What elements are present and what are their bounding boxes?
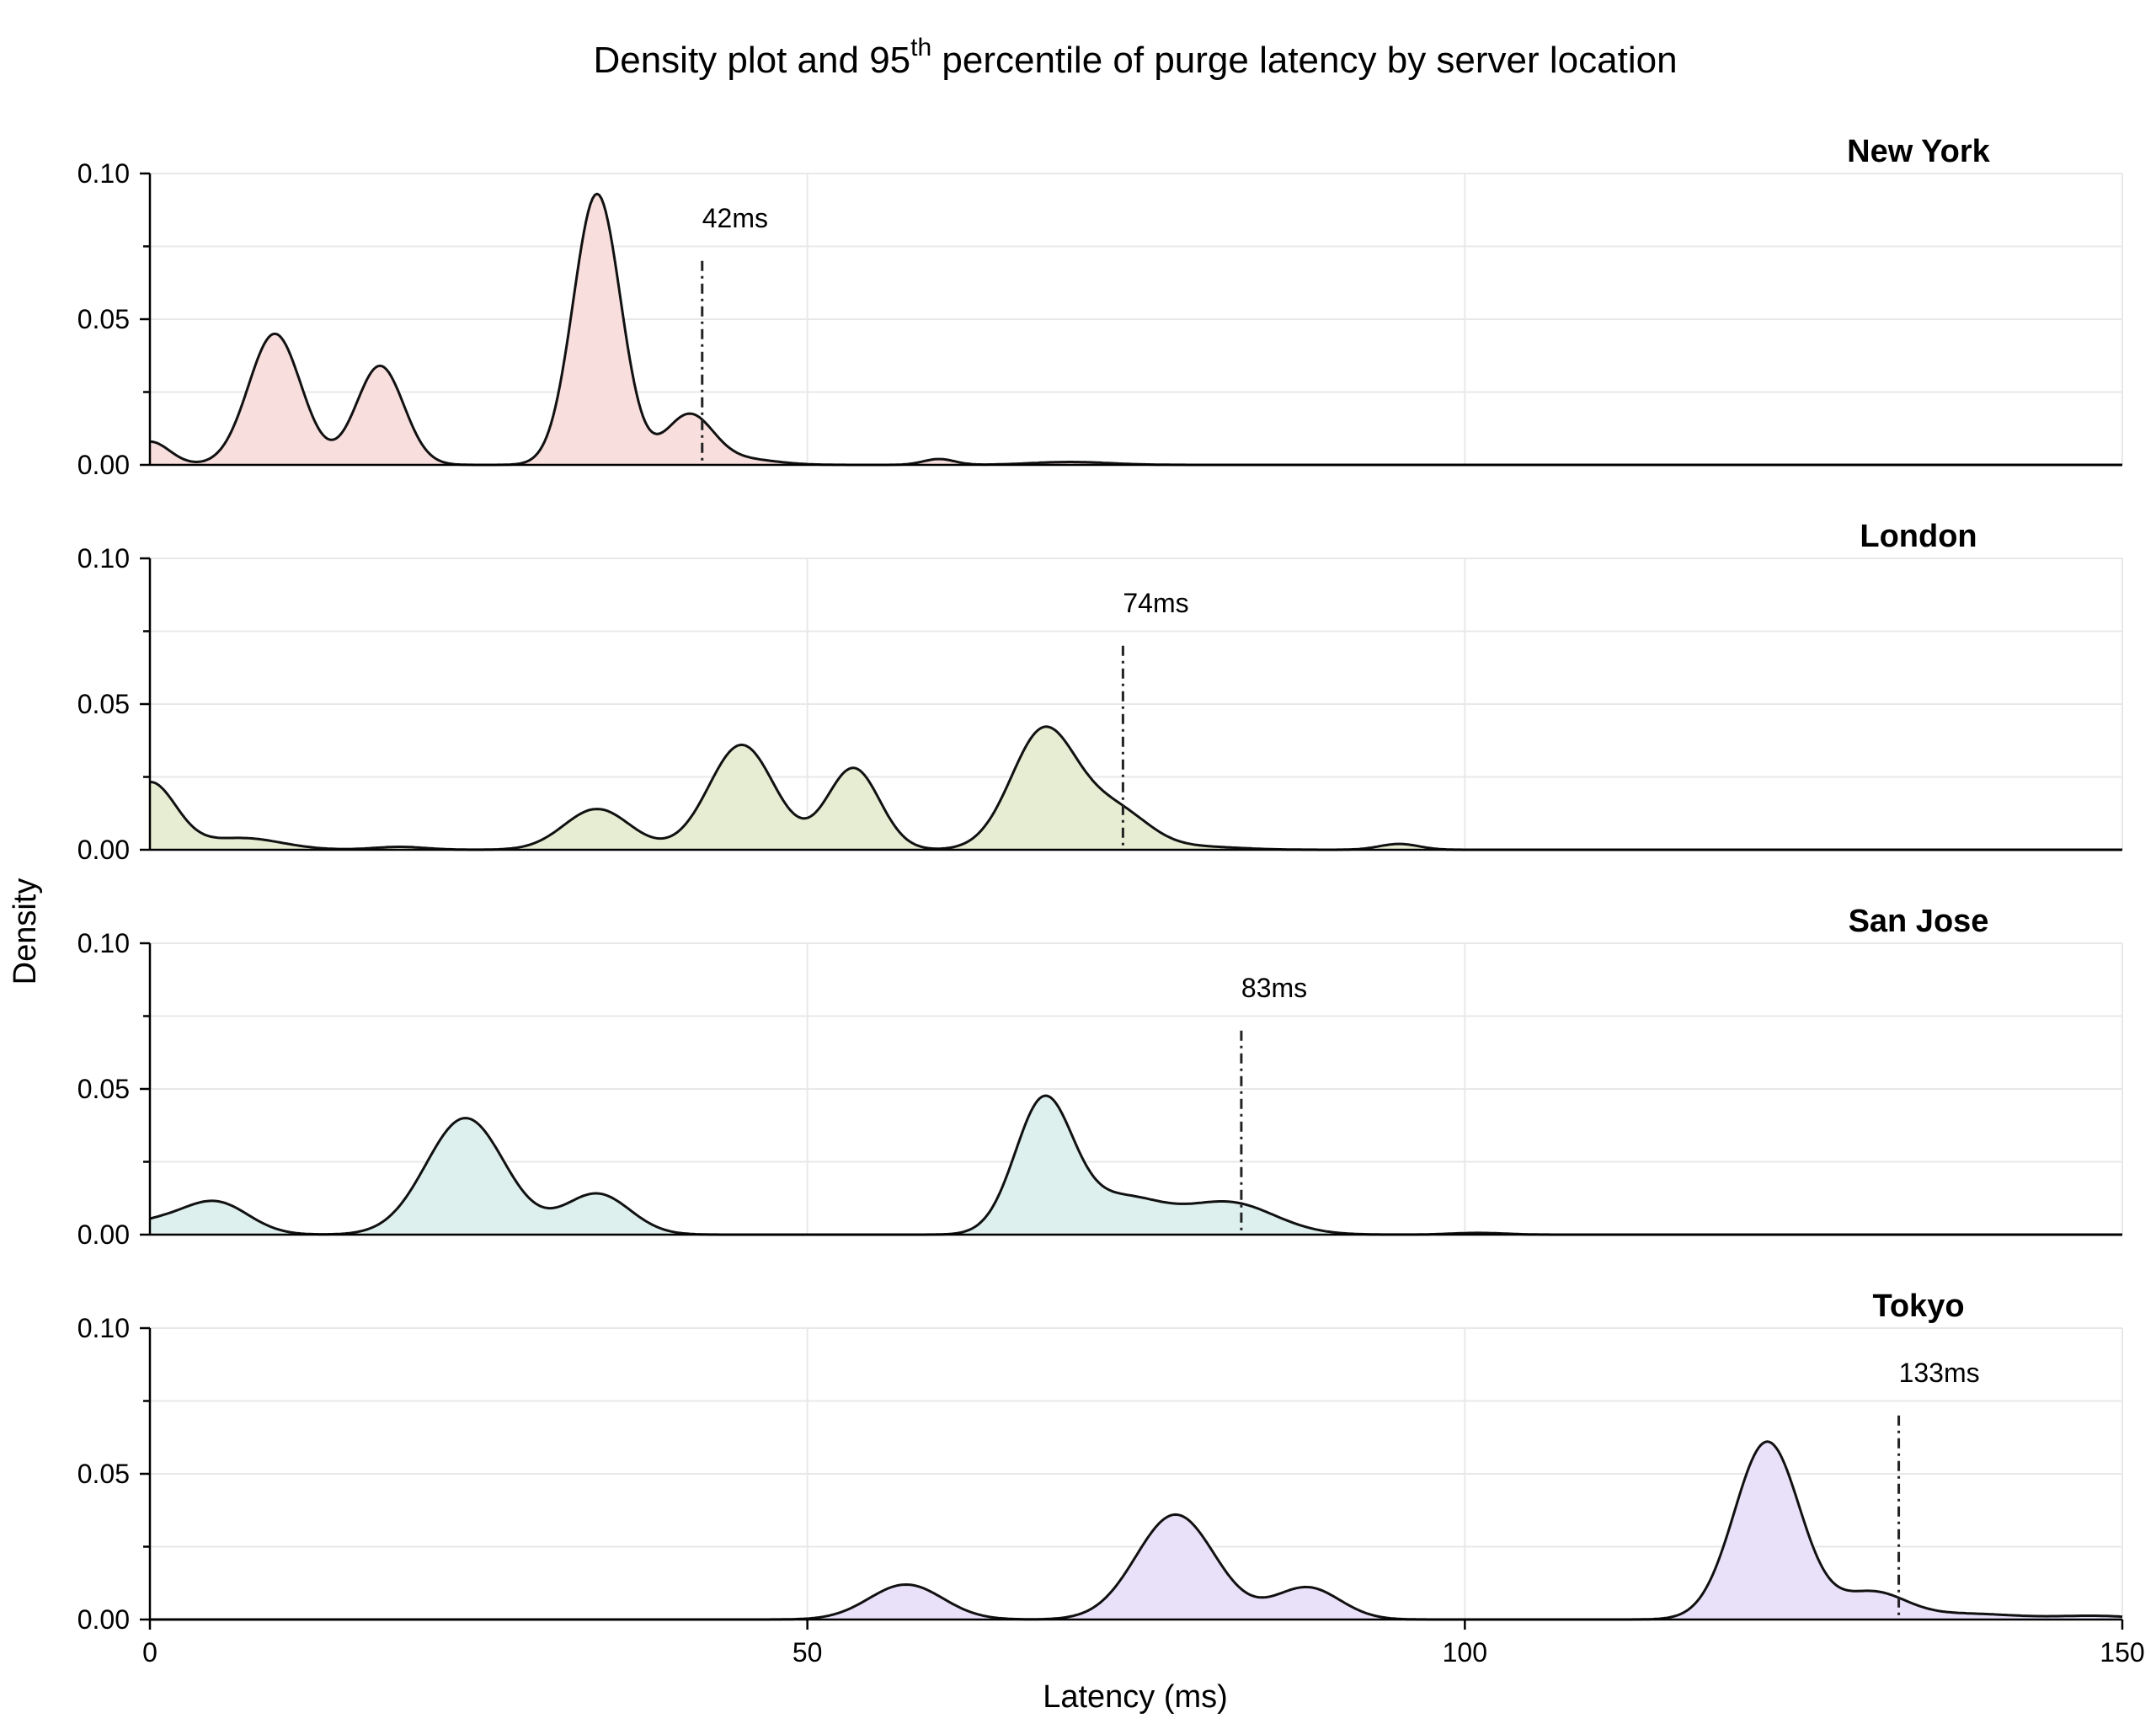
y-tick-label: 0.00 bbox=[77, 450, 130, 480]
density-panel: 0.00 0.05 0.10 London 74ms bbox=[77, 519, 2123, 865]
chart-title-rest: percentile of purge latency by server lo… bbox=[931, 40, 1677, 81]
y-tick-label: 0.05 bbox=[77, 1459, 130, 1489]
panel-title: San Jose bbox=[1849, 904, 1989, 939]
panel-title: New York bbox=[1847, 134, 1991, 169]
chart-title-main: Density plot and 95 bbox=[593, 40, 910, 81]
x-tick-label: 50 bbox=[792, 1637, 823, 1668]
y-tick-label: 0.00 bbox=[77, 1604, 130, 1635]
density-area bbox=[150, 1441, 2122, 1620]
chart-title-superscript: th bbox=[910, 34, 931, 61]
density-panel: 0.00 0.05 0.10 New York 42ms bbox=[77, 134, 2123, 480]
p95-marker-label: 42ms bbox=[702, 203, 768, 233]
y-tick-label: 0.10 bbox=[77, 928, 130, 958]
density-area bbox=[150, 1096, 2122, 1235]
y-axis-title: Density bbox=[8, 878, 43, 985]
density-area bbox=[150, 726, 2122, 850]
x-tick-label: 100 bbox=[1443, 1637, 1487, 1668]
y-tick-label: 0.05 bbox=[77, 1074, 130, 1104]
p95-marker-label: 74ms bbox=[1123, 588, 1188, 618]
x-axis: 0 50 100 150 bbox=[142, 1620, 2145, 1668]
y-tick-label: 0.10 bbox=[77, 158, 130, 189]
y-tick-label: 0.05 bbox=[77, 304, 130, 334]
density-area bbox=[150, 194, 2122, 465]
p95-marker-label: 83ms bbox=[1241, 973, 1307, 1003]
p95-marker-label: 133ms bbox=[1899, 1358, 1980, 1388]
y-tick-label: 0.00 bbox=[77, 1219, 130, 1250]
x-tick-label: 150 bbox=[2100, 1637, 2144, 1668]
density-panel: 0.00 0.05 0.10 San Jose 83ms bbox=[77, 904, 2123, 1250]
chart-title: Density plot and 95th percentile of purg… bbox=[593, 34, 1677, 81]
density-line bbox=[149, 192, 2122, 467]
y-tick-label: 0.10 bbox=[77, 1313, 130, 1343]
y-tick-label: 0.10 bbox=[77, 543, 130, 574]
panel-title: Tokyo bbox=[1872, 1289, 1964, 1324]
x-axis-title: Latency (ms) bbox=[1043, 1679, 1228, 1715]
y-tick-label: 0.05 bbox=[77, 689, 130, 719]
panel-title: London bbox=[1860, 519, 1977, 554]
y-tick-label: 0.00 bbox=[77, 835, 130, 865]
panels-layer: 0.00 0.05 0.10 New York 42ms 0.00 0.05 0.10 Lond… bbox=[77, 134, 2123, 1635]
x-tick-label: 0 bbox=[142, 1637, 157, 1668]
density-panel: 0.00 0.05 0.10 Tokyo 133ms bbox=[77, 1289, 2123, 1635]
